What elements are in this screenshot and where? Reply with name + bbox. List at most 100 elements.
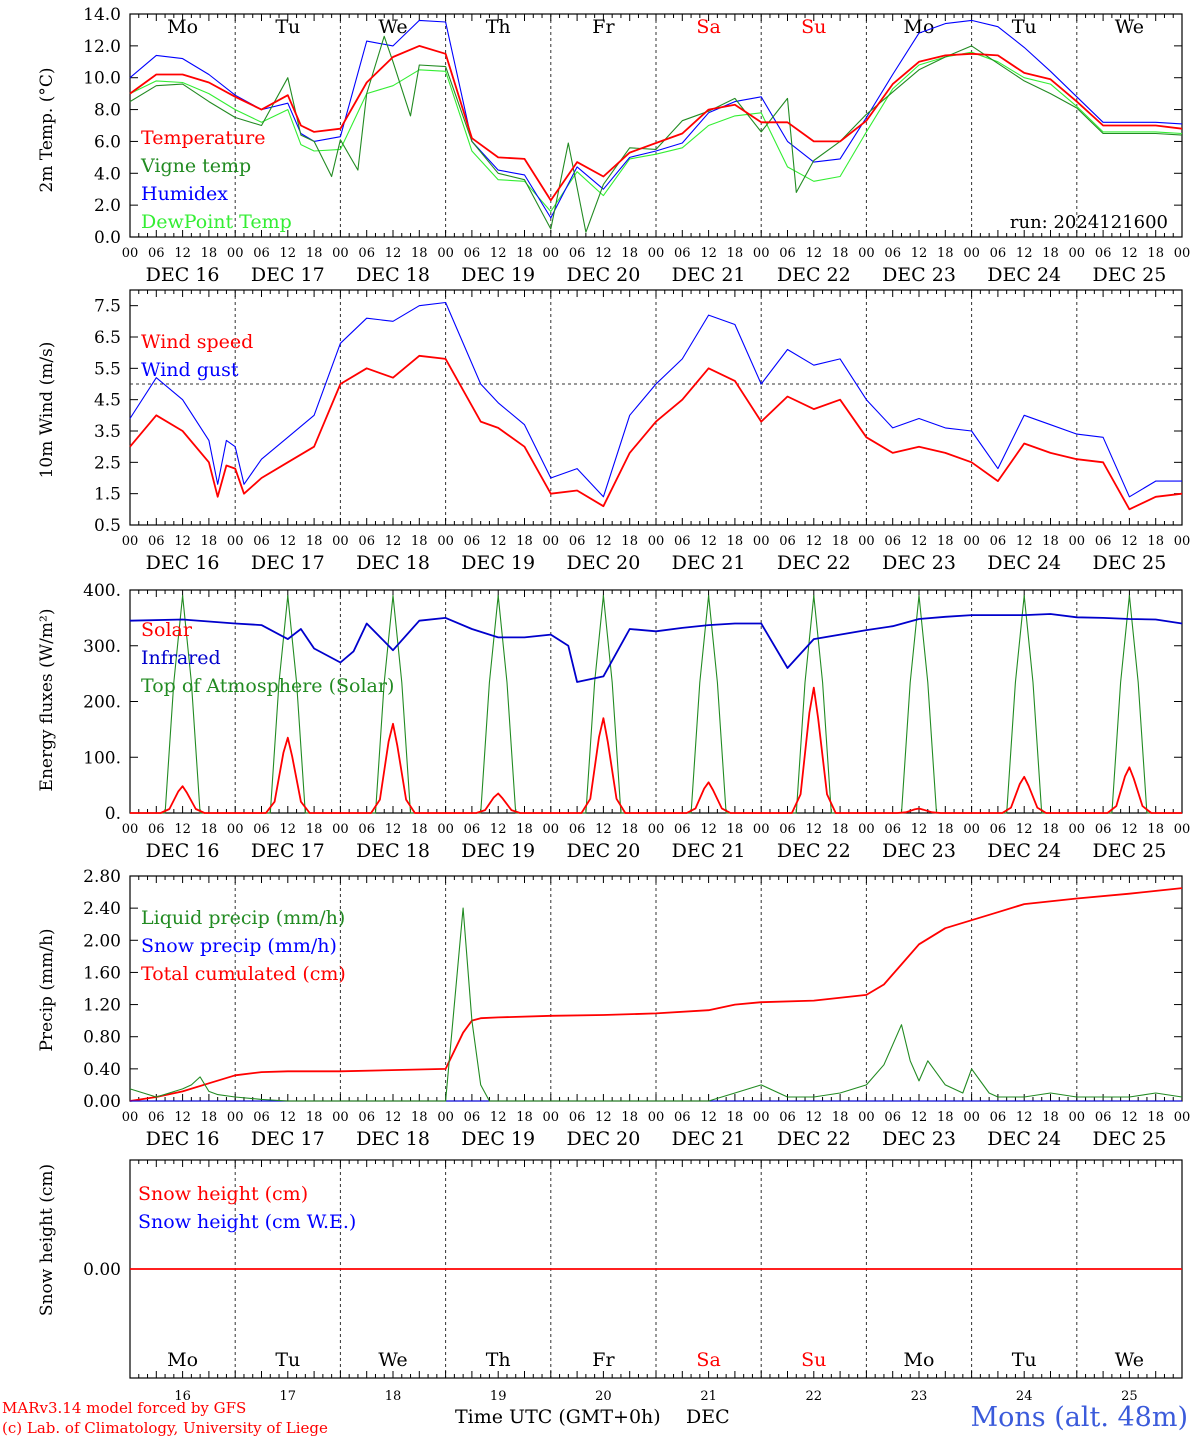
- energy-series-solar: [130, 686, 1182, 814]
- hour-tick-label: 00: [648, 534, 665, 549]
- hour-tick-label: 12: [1121, 822, 1138, 837]
- hour-tick-label: 12: [490, 822, 507, 837]
- hour-tick-label: 18: [516, 534, 533, 549]
- date-label: DEC 20: [566, 1128, 640, 1150]
- hour-tick-label: 12: [700, 534, 717, 549]
- hour-tick-label: 00: [1174, 534, 1191, 549]
- hour-tick-label: 06: [358, 534, 375, 549]
- y-tick-label: 200.: [83, 693, 121, 713]
- hour-tick-label: 12: [1121, 1110, 1138, 1125]
- legend-entry: DewPoint Temp: [141, 211, 292, 233]
- hour-tick-label: 12: [595, 822, 612, 837]
- weekday-label: Mo: [167, 1349, 198, 1371]
- day-number-label: 24: [1016, 1389, 1033, 1404]
- y-tick-label: 100.: [83, 748, 121, 768]
- date-label: DEC 16: [146, 552, 220, 574]
- hour-tick-label: 12: [385, 534, 402, 549]
- weekday-label: Sa: [696, 1349, 720, 1371]
- hour-tick-label: 12: [1121, 534, 1138, 549]
- wind-series-wind-gust: [129, 301, 1182, 498]
- hour-tick-label: 12: [806, 822, 823, 837]
- hour-tick-label: 18: [1042, 246, 1059, 261]
- weekday-label: Tu: [1012, 16, 1037, 38]
- hour-tick-label: 06: [990, 246, 1007, 261]
- date-label: DEC 22: [777, 1128, 851, 1150]
- date-label: DEC 21: [672, 840, 746, 862]
- run-label: run: 2024121600: [1010, 212, 1168, 233]
- hour-tick-label: 06: [253, 246, 270, 261]
- y-tick-label: 10.0: [83, 69, 121, 89]
- hour-tick-label: 18: [411, 534, 428, 549]
- wind-series-wind-speed: [129, 354, 1183, 511]
- hour-tick-label: 00: [543, 534, 560, 549]
- footer-lab-credit: (c) Lab. of Climatology, University of L…: [2, 1419, 328, 1437]
- hour-tick-label: 12: [595, 1110, 612, 1125]
- hour-tick-label: 00: [858, 246, 875, 261]
- legend-entry: Top of Atmosphere (Solar): [141, 675, 394, 697]
- hour-tick-label: 18: [411, 1110, 428, 1125]
- hour-tick-label: 06: [148, 246, 165, 261]
- hour-tick-label: 12: [911, 1110, 928, 1125]
- y-tick-label: 2.40: [83, 899, 121, 919]
- legend-entry: Solar: [141, 619, 193, 641]
- date-label: DEC 24: [987, 840, 1061, 862]
- date-label: DEC 25: [1092, 840, 1166, 862]
- weekday-label: Mo: [904, 16, 935, 38]
- hour-tick-label: 06: [990, 1110, 1007, 1125]
- date-label: DEC 16: [146, 840, 220, 862]
- date-label: DEC 23: [882, 840, 956, 862]
- hour-tick-label: 06: [674, 822, 691, 837]
- date-label: DEC 20: [566, 264, 640, 286]
- hour-tick-label: 06: [569, 246, 586, 261]
- temperature-series-vigne-temp: [129, 35, 1183, 233]
- day-number-label: 23: [911, 1389, 928, 1404]
- date-label: DEC 17: [251, 552, 325, 574]
- hour-tick-label: 18: [937, 246, 954, 261]
- date-label: DEC 24: [987, 552, 1061, 574]
- x-axis-month: DEC: [686, 1406, 730, 1428]
- hour-tick-label: 00: [227, 246, 244, 261]
- y-tick-label: 400.: [83, 581, 121, 601]
- y-tick-label: 0.5: [94, 516, 121, 536]
- hour-tick-label: 00: [332, 534, 349, 549]
- hour-tick-label: 12: [806, 246, 823, 261]
- date-label: DEC 25: [1092, 264, 1166, 286]
- hour-tick-label: 00: [963, 1110, 980, 1125]
- legend-entry: Humidex: [141, 183, 228, 205]
- snow-panel: 0.00 Snow height (cm) Mo Tu We Th Fr Sa Su Mo Tu We…: [37, 1159, 1183, 1404]
- hour-tick-label: 06: [674, 1110, 691, 1125]
- energy-series-infrared: [129, 613, 1183, 683]
- hour-tick-label: 06: [464, 534, 481, 549]
- y-tick-label: 2.00: [83, 931, 121, 951]
- precip-series-liquid-precip-mm-h: [129, 907, 1183, 1102]
- hour-tick-label: 18: [1147, 822, 1164, 837]
- hour-tick-label: 06: [253, 534, 270, 549]
- hour-tick-label: 18: [411, 246, 428, 261]
- hour-tick-label: 00: [122, 246, 139, 261]
- legend-entry: Vigne temp: [140, 155, 251, 177]
- hour-tick-label: 12: [174, 246, 191, 261]
- hour-tick-label: 00: [753, 534, 770, 549]
- hour-tick-label: 06: [464, 246, 481, 261]
- hour-tick-label: 00: [858, 822, 875, 837]
- hour-tick-label: 18: [516, 246, 533, 261]
- hour-tick-label: 06: [1095, 822, 1112, 837]
- temperature-series-temperature: [129, 45, 1183, 202]
- date-label: DEC 22: [777, 840, 851, 862]
- hour-tick-label: 18: [306, 822, 323, 837]
- legend-entry: Liquid precip (mm/h): [141, 907, 345, 929]
- weekday-label: Tu: [1012, 1349, 1037, 1371]
- hour-tick-label: 06: [253, 1110, 270, 1125]
- hour-tick-label: 00: [437, 822, 454, 837]
- hour-tick-label: 18: [306, 246, 323, 261]
- y-tick-label: 4.5: [94, 391, 121, 411]
- hour-tick-label: 12: [280, 534, 297, 549]
- hour-tick-label: 18: [937, 534, 954, 549]
- hour-tick-label: 06: [884, 246, 901, 261]
- hour-tick-label: 06: [884, 1110, 901, 1125]
- hour-tick-label: 12: [174, 534, 191, 549]
- hour-tick-label: 00: [543, 1110, 560, 1125]
- day-number-label: 18: [385, 1389, 402, 1404]
- date-label: DEC 24: [987, 264, 1061, 286]
